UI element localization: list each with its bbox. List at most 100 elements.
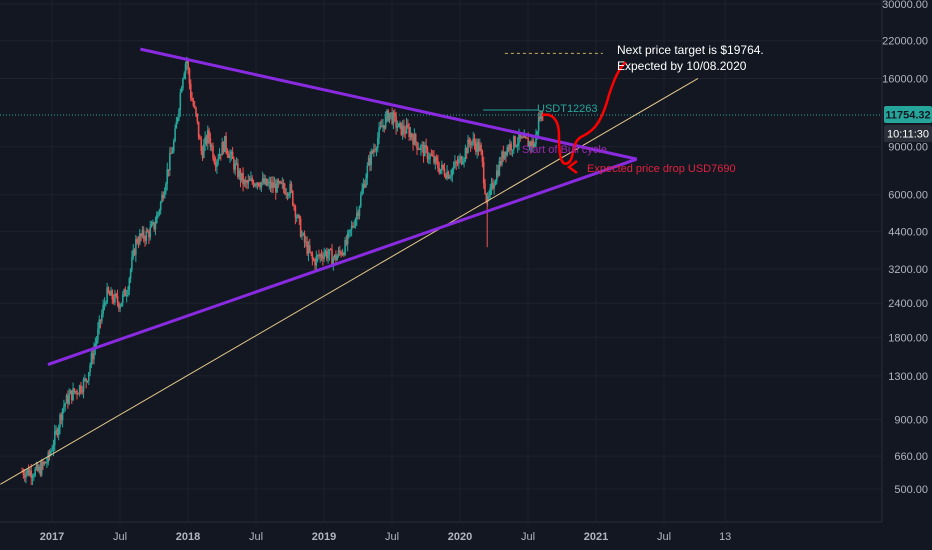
candle-body [433,155,435,163]
candle-body [431,155,434,157]
y-tick-label: 1300.00 [888,371,928,383]
candle-body [237,163,239,177]
y-tick-label: 16000.00 [882,73,928,85]
x-tick-label: Jul [113,531,127,543]
candle-body [165,183,167,192]
time-axis-panel[interactable] [0,522,932,550]
candle-body [412,137,414,145]
candle-body [150,223,153,227]
candle-body [352,225,354,227]
candle-body [172,141,175,152]
candle-body [488,195,490,197]
candle-body [93,348,95,360]
candle-body [499,160,502,165]
candle-body [269,181,272,188]
candle-body [268,181,271,184]
candle-body [148,232,150,238]
candle-body [239,170,242,181]
candle-body [532,140,535,147]
candle-body [229,154,231,158]
candle-body [155,215,158,224]
candle-body [140,233,142,237]
candle-body [329,249,332,251]
candle-body [421,144,424,146]
price-axis-panel[interactable] [882,0,932,522]
candle-body [57,427,60,436]
candle-body [357,212,359,216]
candle-body [208,130,210,139]
candle-body [311,253,314,260]
y-tick-label: 660.00 [894,451,928,463]
candle-body [284,188,286,194]
candle-body [65,395,68,404]
candle-body [535,133,537,145]
candle-body [38,466,40,471]
candle-body [365,178,367,188]
candle-body [138,233,141,244]
candle-body [209,138,212,147]
candle-body [387,110,390,121]
candle-body [476,142,478,153]
candle-body [213,157,216,164]
candle-body [494,181,497,186]
candle-body [136,239,138,243]
candle-body [141,230,144,237]
candle-body [346,233,349,245]
candle-body [254,184,256,187]
candle-body [400,122,403,135]
candle-body [158,210,161,213]
candle-body [240,172,243,181]
candle-body [459,156,461,160]
candle-body [342,253,345,255]
time-axis: 2017 Jul 2018 Jul 2019 Jul 2020 Jul 2021 Jul 13 [40,531,732,543]
candle-body [176,117,179,122]
x-tick-label: 2020 [448,531,472,543]
candle-body [127,289,129,295]
candle-body [115,293,118,296]
candle-body [408,127,410,137]
candle-body [112,299,115,303]
candle-body [118,302,120,309]
candle-body [31,476,34,478]
candle-body [303,233,306,243]
candle-body [128,278,131,290]
candle-body [480,144,482,151]
candle-body [170,153,172,155]
candle-body [384,115,387,129]
candle-body [507,147,510,151]
candle-body [383,125,386,129]
candle-body [137,242,140,244]
y-tick-label: 30000.00 [882,0,928,11]
candle-body [166,169,169,184]
candle-body [50,450,52,455]
candle-body [56,429,59,436]
candle-body [438,168,441,174]
candle-body [434,157,437,163]
x-tick-label: 13 [719,531,731,543]
candle-body [238,170,240,177]
candle-body [154,223,157,230]
candle-body [425,144,427,148]
candle-body [291,190,294,206]
candle-body [114,293,116,303]
candle-body [23,475,26,478]
candle-body [46,462,48,464]
candle-body [203,144,205,158]
candle-body [248,180,251,182]
candle-body [339,250,341,253]
candle-body [467,139,469,154]
candle-body [264,178,267,184]
candle-body [531,140,533,147]
candle-body [353,226,356,228]
x-tick-label: Jul [521,531,535,543]
candle-body [204,136,206,145]
candle-body [349,229,352,231]
candle-body [298,215,301,219]
candle-body [478,144,481,152]
candle-body [222,142,225,153]
candle-body [34,469,36,476]
candle-body [344,240,346,255]
candle-body [388,112,391,121]
